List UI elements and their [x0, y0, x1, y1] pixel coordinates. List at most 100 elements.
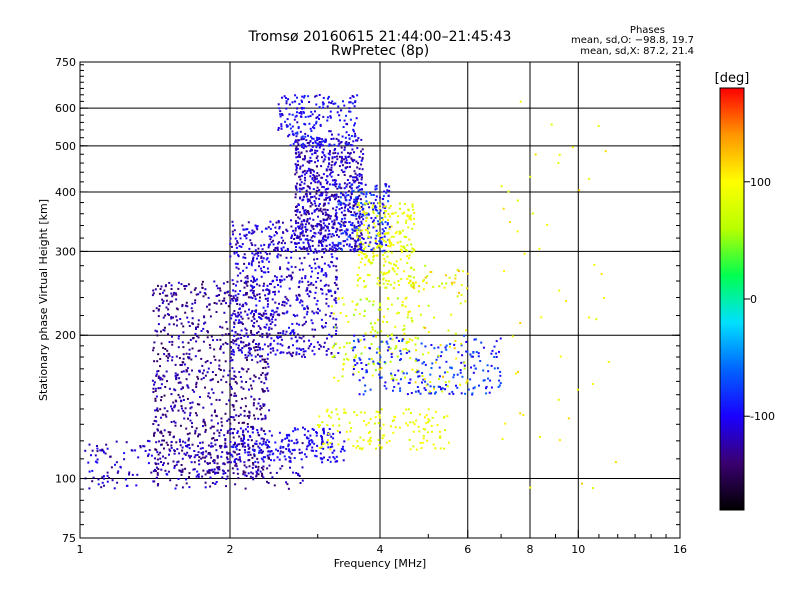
data-point [356, 233, 359, 236]
data-point [232, 339, 235, 342]
data-point [238, 453, 241, 455]
data-point [320, 318, 323, 321]
data-point [217, 422, 219, 425]
data-point [355, 139, 357, 142]
data-point [166, 380, 168, 383]
data-point [262, 306, 265, 309]
data-point [325, 275, 328, 278]
data-point [400, 278, 403, 281]
data-point [383, 384, 386, 387]
data-point [516, 230, 519, 233]
data-point [167, 431, 170, 434]
data-point [235, 400, 238, 403]
data-point [369, 241, 372, 244]
data-point [296, 148, 299, 150]
data-point [278, 302, 280, 305]
data-point [363, 248, 365, 250]
data-point [256, 257, 258, 260]
data-point [266, 467, 269, 470]
data-point [231, 329, 234, 332]
data-point [303, 356, 306, 358]
data-point [221, 391, 224, 394]
data-point [332, 207, 335, 210]
data-point [88, 470, 91, 473]
data-point [196, 335, 199, 338]
data-point [405, 341, 408, 344]
data-point [209, 476, 212, 479]
data-point [292, 229, 295, 232]
data-point [430, 271, 433, 273]
data-point [285, 275, 288, 278]
data-point [314, 140, 317, 143]
data-point [234, 339, 237, 342]
data-point [378, 279, 381, 282]
data-point [379, 304, 382, 307]
data-point [290, 251, 293, 253]
data-point [218, 367, 221, 370]
data-point [284, 295, 287, 298]
data-point [232, 299, 235, 302]
data-point [262, 476, 265, 479]
data-point [334, 297, 337, 300]
data-point [325, 168, 328, 171]
data-point [452, 392, 455, 395]
data-point [337, 443, 340, 446]
data-point [170, 393, 173, 396]
data-point [306, 305, 309, 308]
data-point [334, 162, 336, 165]
data-point [270, 459, 272, 462]
data-point [359, 247, 362, 250]
data-point [336, 257, 339, 260]
data-point [421, 353, 424, 356]
data-point [349, 236, 352, 239]
data-point [493, 367, 496, 370]
data-point [360, 192, 363, 195]
data-point [297, 154, 300, 157]
data-point [186, 316, 189, 319]
data-point [374, 216, 377, 219]
data-point [466, 350, 469, 353]
data-point [230, 428, 233, 430]
data-point [433, 347, 436, 350]
data-point [408, 257, 410, 260]
data-point [267, 353, 269, 356]
data-point [588, 177, 591, 180]
data-point [349, 118, 352, 121]
data-point [307, 437, 310, 440]
data-point [356, 245, 359, 248]
data-point [427, 351, 430, 354]
data-point [274, 301, 277, 304]
data-point [238, 371, 241, 373]
data-point [291, 449, 294, 452]
data-point [339, 431, 341, 434]
data-point [325, 298, 328, 300]
data-point [257, 325, 260, 328]
data-point [372, 226, 375, 229]
data-point [227, 290, 229, 293]
data-point [193, 288, 196, 291]
data-point [414, 281, 417, 284]
data-point [386, 223, 389, 226]
data-point [400, 245, 403, 248]
data-point [303, 144, 306, 147]
data-point [355, 198, 358, 201]
data-point [160, 383, 163, 386]
data-point [170, 292, 173, 295]
data-point [459, 383, 462, 386]
data-point [383, 205, 386, 208]
data-point [198, 463, 201, 466]
data-point [383, 361, 386, 364]
data-point [193, 456, 196, 459]
data-point [360, 220, 363, 223]
data-point [298, 286, 300, 289]
data-point [223, 311, 226, 314]
data-point [459, 369, 462, 372]
data-point [409, 357, 412, 360]
data-point [210, 419, 213, 422]
data-point [194, 355, 197, 358]
data-point [368, 300, 371, 303]
data-point [232, 295, 235, 298]
data-point [201, 475, 204, 478]
data-point [351, 224, 353, 227]
data-point [377, 220, 380, 223]
